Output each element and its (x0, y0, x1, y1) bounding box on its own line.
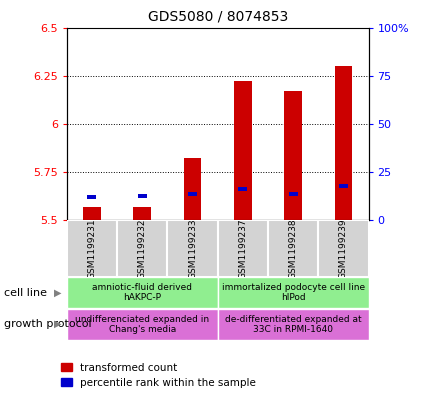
Bar (67, 309, 217, 340)
Text: GSM1199239: GSM1199239 (338, 218, 347, 279)
Bar (238, 187, 247, 191)
Bar (167, 220, 217, 277)
Bar (183, 158, 201, 220)
Bar (83, 207, 101, 220)
Text: GSM1199238: GSM1199238 (288, 218, 297, 279)
Bar (217, 220, 267, 277)
Text: GSM1199232: GSM1199232 (138, 219, 146, 279)
Text: immortalized podocyte cell line
hIPod: immortalized podocyte cell line hIPod (221, 283, 364, 303)
Bar (217, 277, 368, 308)
Text: GSM1199233: GSM1199233 (187, 218, 197, 279)
Text: GSM1199231: GSM1199231 (87, 218, 96, 279)
Bar (217, 309, 368, 340)
Bar (138, 194, 146, 198)
Text: GSM1199237: GSM1199237 (238, 218, 247, 279)
Bar (87, 195, 96, 199)
Text: cell line: cell line (4, 288, 47, 298)
Bar (117, 220, 167, 277)
Text: amniotic-fluid derived
hAKPC-P: amniotic-fluid derived hAKPC-P (92, 283, 192, 303)
Bar (67, 277, 217, 308)
Bar (67, 220, 117, 277)
Bar (338, 184, 347, 189)
Title: GDS5080 / 8074853: GDS5080 / 8074853 (147, 9, 287, 24)
Text: growth protocol: growth protocol (4, 319, 92, 329)
Bar (187, 192, 197, 196)
Legend: transformed count, percentile rank within the sample: transformed count, percentile rank withi… (61, 363, 255, 388)
Bar (233, 81, 251, 220)
Text: ▶: ▶ (54, 319, 62, 329)
Text: undifferenciated expanded in
Chang's media: undifferenciated expanded in Chang's med… (75, 314, 209, 334)
Text: ▶: ▶ (54, 288, 62, 298)
Bar (267, 220, 317, 277)
Bar (133, 207, 150, 220)
Text: de-differentiated expanded at
33C in RPMI-1640: de-differentiated expanded at 33C in RPM… (224, 314, 360, 334)
Bar (317, 220, 368, 277)
Bar (284, 91, 301, 220)
Bar (288, 192, 297, 196)
Bar (334, 66, 351, 220)
